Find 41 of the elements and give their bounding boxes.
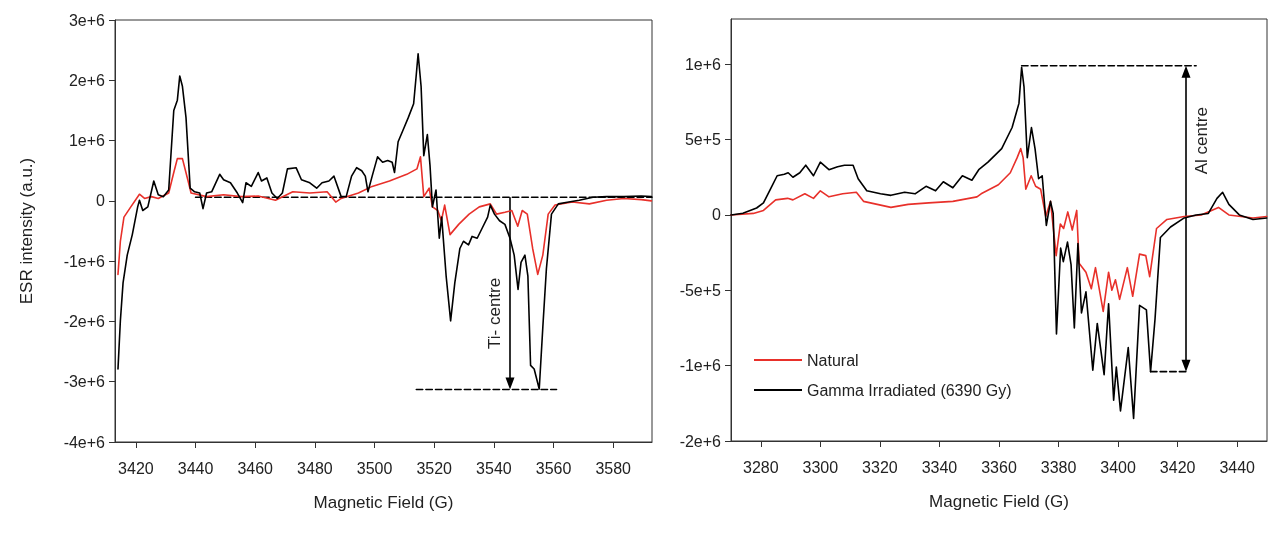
x-tick-label: 3340 bbox=[921, 458, 958, 476]
legend-label: Natural bbox=[807, 351, 859, 369]
y-tick-label: 0 bbox=[712, 206, 722, 224]
y-tick-label: 5e+5 bbox=[684, 131, 722, 149]
y-tick-label: 0 bbox=[96, 192, 106, 210]
x-tick-label: 3520 bbox=[416, 459, 453, 477]
legend-label: Gamma Irradiated (6390 Gy) bbox=[807, 381, 1012, 399]
x-tick-label: 3280 bbox=[742, 458, 779, 476]
y-tick-label: -1e+6 bbox=[63, 252, 106, 270]
x-tick-label: 3400 bbox=[1100, 458, 1137, 476]
x-tick-label: 3500 bbox=[356, 459, 393, 477]
y-tick-label: -2e+6 bbox=[679, 432, 722, 450]
x-tick-label: 3440 bbox=[1219, 458, 1256, 476]
y-tick-label: 3e+6 bbox=[68, 11, 106, 29]
x-tick-label: 3580 bbox=[595, 459, 632, 477]
y-tick-label: 1e+6 bbox=[68, 132, 106, 150]
annotation: Al centre bbox=[1191, 107, 1211, 175]
line-series bbox=[117, 156, 653, 276]
x-tick-label: 3480 bbox=[297, 459, 333, 477]
x-tick-label: 3420 bbox=[118, 459, 154, 477]
x-tick-label: 3360 bbox=[981, 458, 1017, 476]
x-tick-label: 3560 bbox=[535, 459, 572, 477]
x-tick-label: 3300 bbox=[802, 458, 839, 476]
x-tick-label: 3460 bbox=[237, 459, 274, 477]
x-tick-label: 3320 bbox=[862, 458, 898, 476]
y-tick-label: -5e+5 bbox=[679, 281, 722, 299]
y-tick-label: 1e+6 bbox=[684, 55, 722, 73]
x-tick-label: 3540 bbox=[476, 459, 512, 477]
y-axis-title: ESR intensity (a.u.) bbox=[17, 157, 36, 305]
x-tick-label: 3380 bbox=[1040, 458, 1077, 476]
line-series bbox=[730, 66, 1268, 420]
x-tick-label: 3420 bbox=[1159, 458, 1196, 476]
y-tick-label: -3e+6 bbox=[63, 373, 106, 391]
y-tick-label: -4e+6 bbox=[63, 433, 106, 451]
x-tick-label: 3440 bbox=[177, 459, 214, 477]
y-tick-label: -2e+6 bbox=[63, 312, 106, 330]
x-axis-title: Magnetic Field (G) bbox=[929, 492, 1069, 511]
y-tick-label: -1e+6 bbox=[679, 357, 722, 375]
annotation: Ti- centre bbox=[485, 277, 505, 349]
y-tick-label: 2e+6 bbox=[68, 71, 106, 89]
x-axis-title: Magnetic Field (G) bbox=[313, 493, 454, 512]
